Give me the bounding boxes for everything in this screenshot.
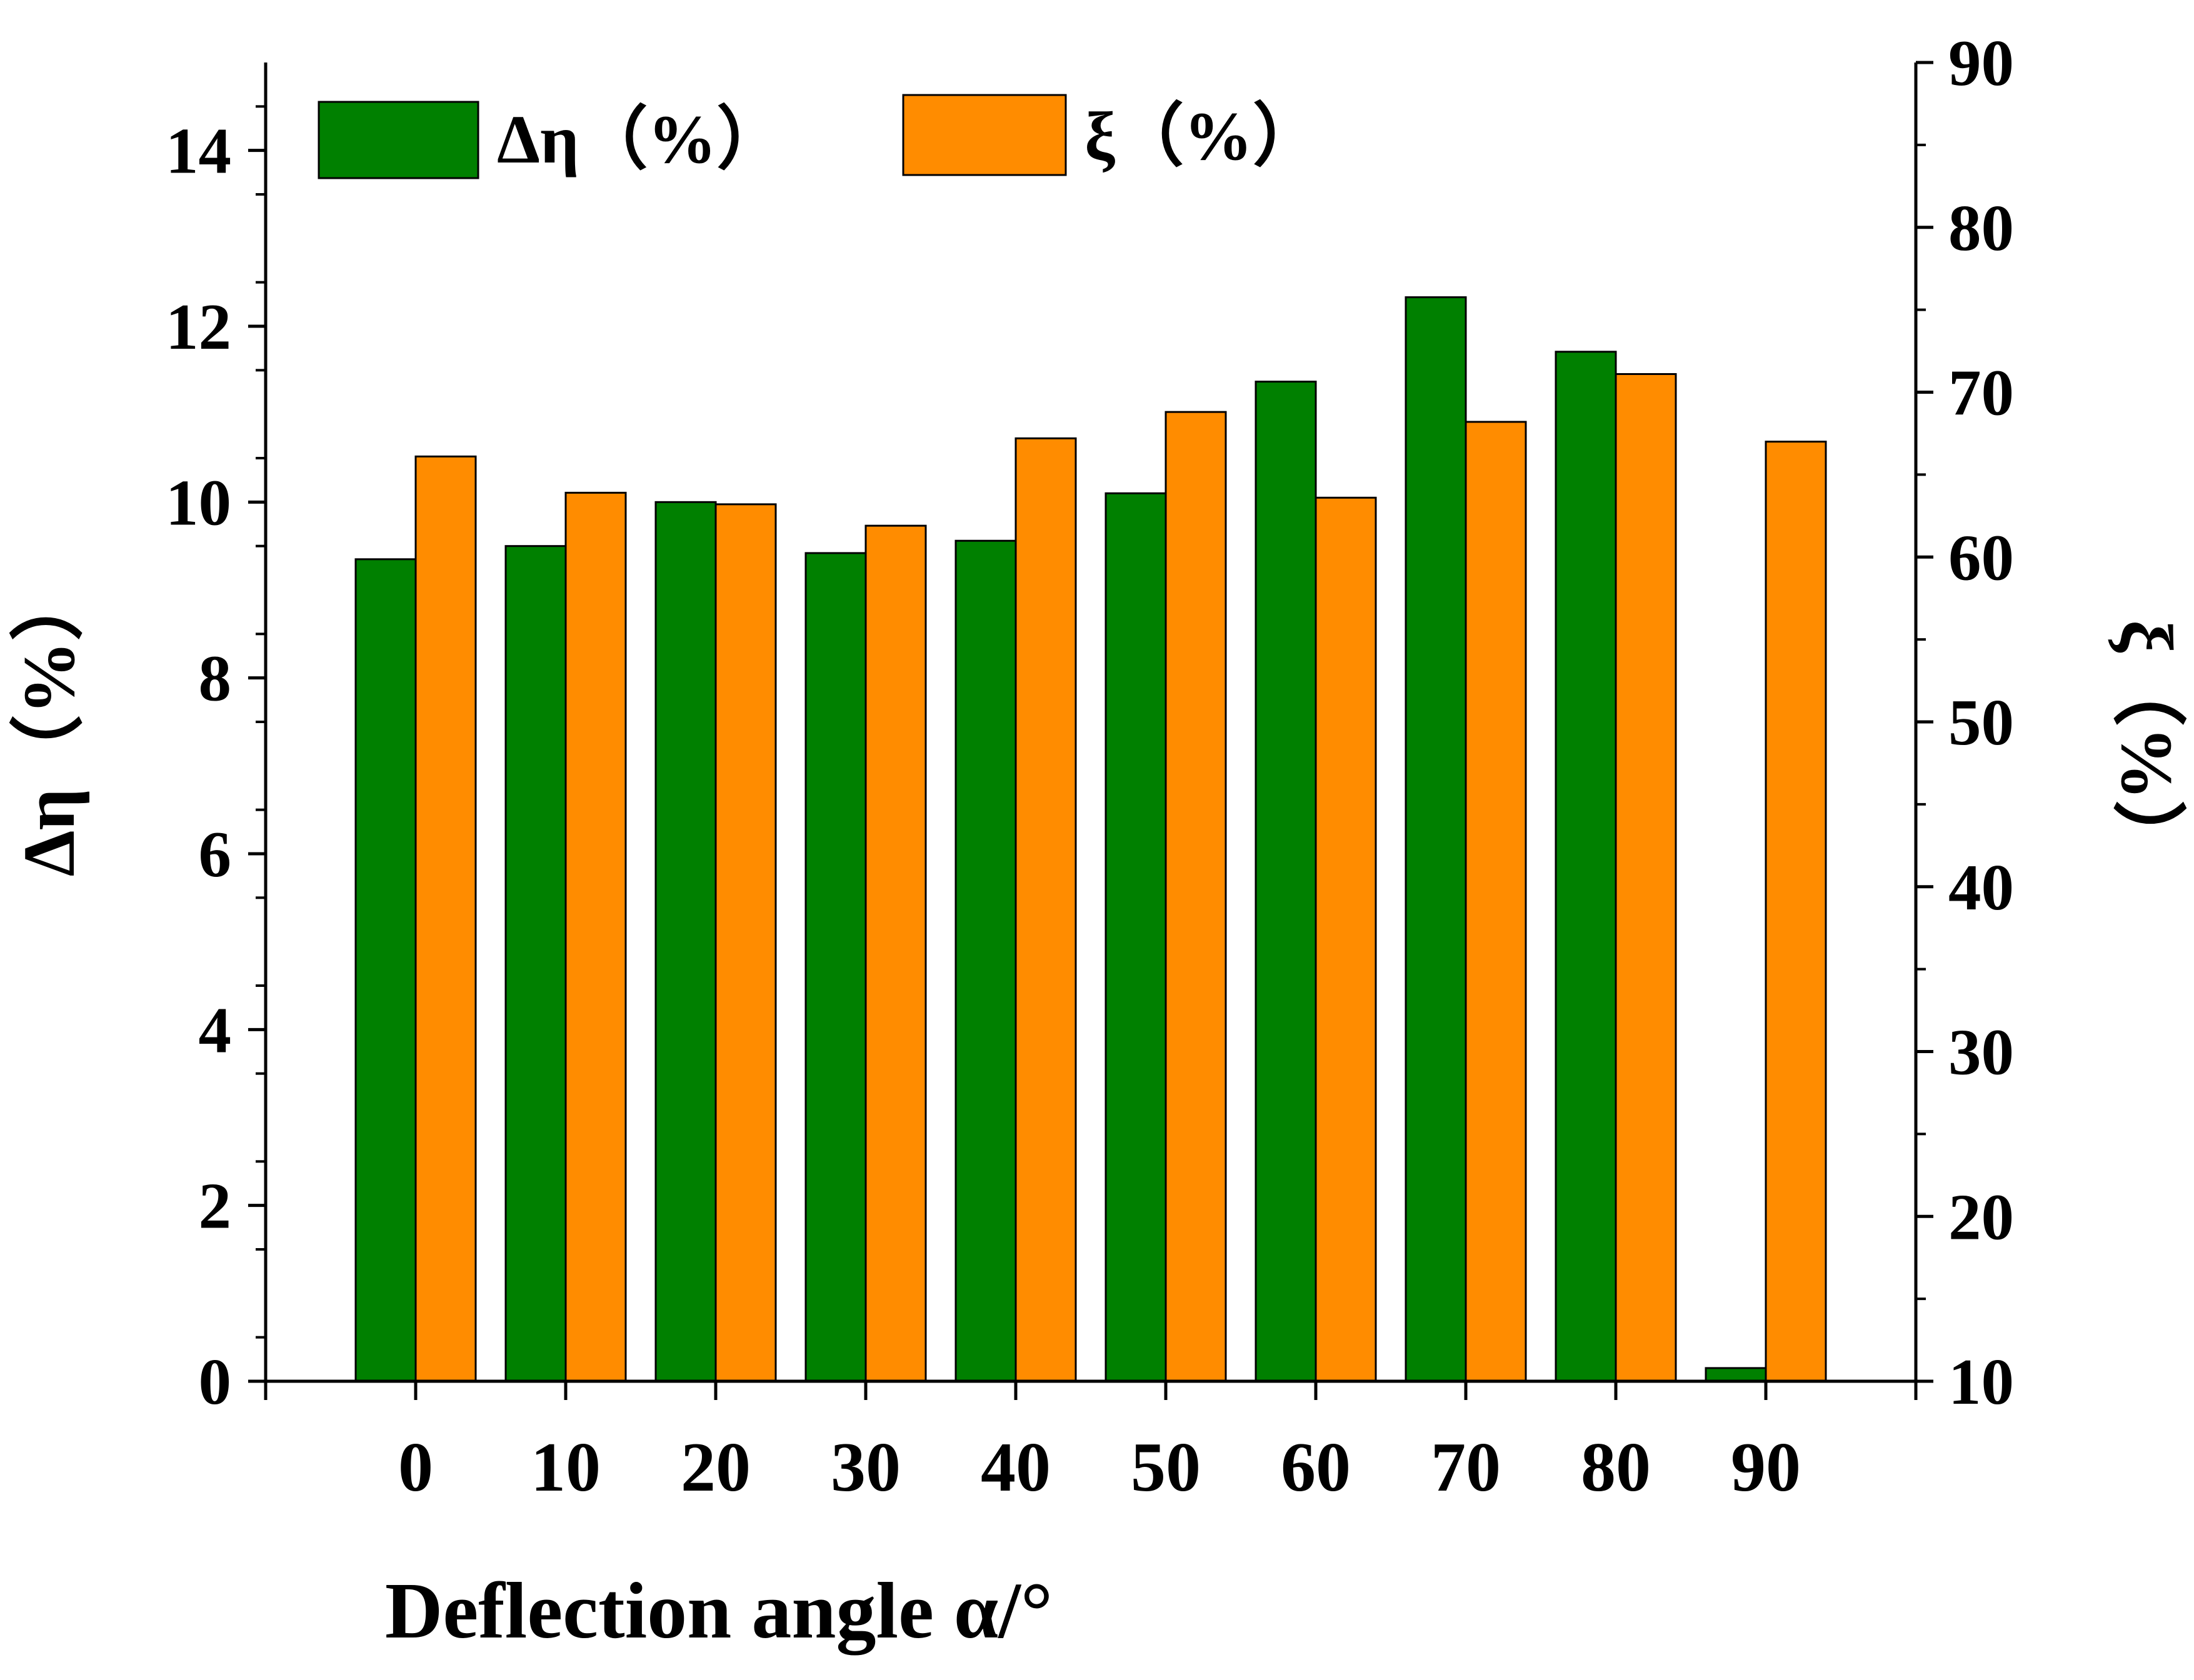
left-y-axis-title: Δη（%） xyxy=(8,568,90,877)
legend-label-xi: ξ（%） xyxy=(1084,98,1321,174)
right-y-tick-label: 10 xyxy=(1948,1345,2014,1418)
x-tick-label: 20 xyxy=(681,1429,751,1506)
x-tick-label: 50 xyxy=(1131,1429,1201,1506)
bar-xi-30 xyxy=(864,524,927,1382)
bar-delta-eta-20 xyxy=(654,501,717,1382)
right-y-tick-label: 30 xyxy=(1948,1016,2014,1089)
x-tick-label: 40 xyxy=(981,1429,1051,1506)
right-y-tick-label: 60 xyxy=(1948,521,2014,594)
x-axis-title: Deflection angle α/° xyxy=(385,1566,1053,1655)
bar-delta-eta-40 xyxy=(954,539,1017,1382)
bar-delta-eta-80 xyxy=(1555,351,1617,1382)
left-y-tick-label: 0 xyxy=(199,1345,232,1418)
right-y-tick-label: 20 xyxy=(1948,1180,2014,1253)
bar-xi-40 xyxy=(1014,437,1077,1382)
left-y-tick-label: 14 xyxy=(166,114,231,188)
x-tick-label: 60 xyxy=(1281,1429,1351,1506)
x-tick-label: 30 xyxy=(831,1429,901,1506)
bar-delta-eta-0 xyxy=(354,558,417,1382)
bar-xi-80 xyxy=(1615,372,1677,1382)
x-tick-label: 10 xyxy=(531,1429,601,1506)
left-y-tick-label: 10 xyxy=(166,466,231,539)
bar-xi-60 xyxy=(1315,496,1377,1382)
bar-xi-70 xyxy=(1465,421,1527,1382)
left-y-tick-label: 12 xyxy=(166,290,231,363)
right-y-tick-label: 40 xyxy=(1948,851,2014,924)
legend-label-delta-eta: Δη（%） xyxy=(497,101,785,178)
bar-delta-eta-30 xyxy=(804,552,867,1382)
right-y-tick-label: 70 xyxy=(1948,356,2014,429)
left-y-tick-label: 2 xyxy=(199,1169,232,1242)
legend-swatch-delta-eta xyxy=(318,101,479,179)
bar-delta-eta-60 xyxy=(1255,381,1317,1382)
bar-xi-0 xyxy=(414,455,477,1382)
right-y-axis-title: ξ（%） xyxy=(2106,620,2188,874)
right-y-tick-label: 90 xyxy=(1948,26,2014,99)
left-y-tick-label: 8 xyxy=(199,642,232,715)
x-tick-label: 70 xyxy=(1431,1429,1501,1506)
bar-xi-20 xyxy=(714,503,777,1382)
x-tick-label: 80 xyxy=(1581,1429,1651,1506)
left-y-tick-label: 4 xyxy=(199,993,232,1066)
bar-delta-eta-10 xyxy=(504,545,567,1382)
x-tick-label: 90 xyxy=(1731,1429,1801,1506)
x-tick-label: 0 xyxy=(398,1429,433,1506)
right-y-tick-label: 50 xyxy=(1948,686,2014,759)
legend-swatch-xi xyxy=(902,94,1067,176)
bar-delta-eta-50 xyxy=(1105,492,1167,1382)
bar-xi-90 xyxy=(1765,441,1827,1382)
bar-delta-eta-70 xyxy=(1405,296,1467,1382)
right-y-tick-label: 80 xyxy=(1948,191,2014,264)
bar-xi-50 xyxy=(1165,411,1227,1382)
bar-xi-10 xyxy=(564,491,627,1382)
bar-delta-eta-90 xyxy=(1705,1367,1767,1382)
left-y-tick-label: 6 xyxy=(199,818,232,891)
